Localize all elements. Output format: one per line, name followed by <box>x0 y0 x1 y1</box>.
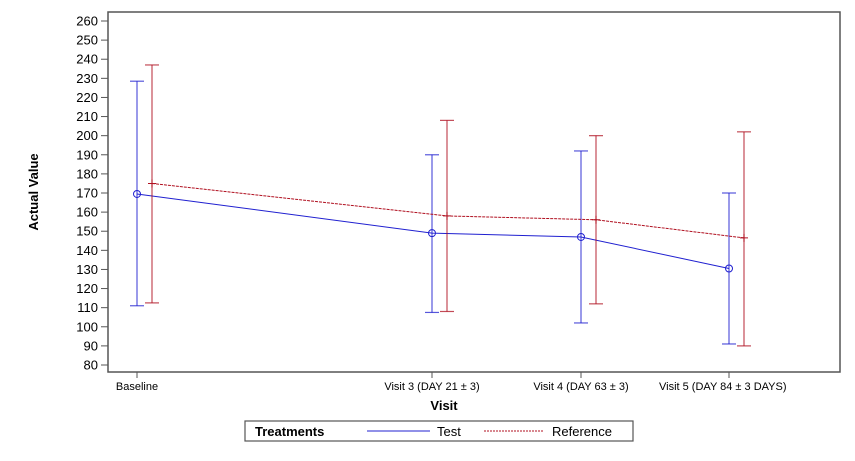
legend-title: Treatments <box>255 424 324 439</box>
y-tick-label: 200 <box>76 128 98 143</box>
y-tick-label: 180 <box>76 166 98 181</box>
y-tick-label: 210 <box>76 109 98 124</box>
y-tick-label: 80 <box>84 358 98 373</box>
series-layer <box>130 64 751 347</box>
y-tick-label: 100 <box>76 319 98 334</box>
series-test <box>130 80 736 345</box>
data-point <box>428 229 436 238</box>
y-tick-label: 190 <box>76 147 98 162</box>
y-tick-label: 90 <box>84 338 98 353</box>
data-point <box>148 179 156 188</box>
data-point <box>577 232 585 241</box>
x-tick-label: Baseline <box>116 381 158 393</box>
y-tick-label: 240 <box>76 52 98 67</box>
legend-label-reference: Reference <box>552 424 612 439</box>
y-tick-label: 110 <box>77 300 98 315</box>
y-tick-label: 120 <box>76 281 98 296</box>
data-point <box>725 264 733 273</box>
plot-frame <box>107 11 841 373</box>
series-line <box>151 182 745 239</box>
legend: Treatments Test Reference <box>244 420 634 442</box>
y-tick-label: 250 <box>76 33 98 48</box>
x-tick-label: Visit 3 (DAY 21 ± 3) <box>384 381 479 393</box>
y-tick-label: 160 <box>76 205 98 220</box>
y-tick-label: 130 <box>76 262 98 277</box>
y-tick-label: 220 <box>76 90 98 105</box>
y-tick-label: 170 <box>76 186 98 201</box>
x-tick-label: Visit 4 (DAY 63 ± 3) <box>533 381 628 393</box>
data-point <box>740 233 748 242</box>
y-tick-label: 260 <box>76 14 98 29</box>
y-tick-label: 150 <box>76 224 98 239</box>
data-point <box>592 215 600 224</box>
x-axis-label: Visit <box>430 398 458 413</box>
x-axis: Baseline Visit 3 (DAY 21 ± 3) Visit 4 (DAY… <box>116 372 787 393</box>
y-axis: 80 90 100 110 120 130 140 150 160 170 180 190 200 210… <box>76 14 108 373</box>
legend-box <box>244 420 634 442</box>
data-point <box>443 211 451 220</box>
y-axis-label: Actual Value <box>26 153 41 230</box>
series-reference <box>145 64 751 347</box>
x-tick-label: Visit 5 (DAY 84 ± 3 DAYS) <box>659 381 787 393</box>
data-point <box>133 189 141 198</box>
y-tick-label: 140 <box>76 243 98 258</box>
legend-label-test: Test <box>437 424 461 439</box>
series-line <box>136 193 730 269</box>
y-tick-label: 230 <box>76 71 98 86</box>
